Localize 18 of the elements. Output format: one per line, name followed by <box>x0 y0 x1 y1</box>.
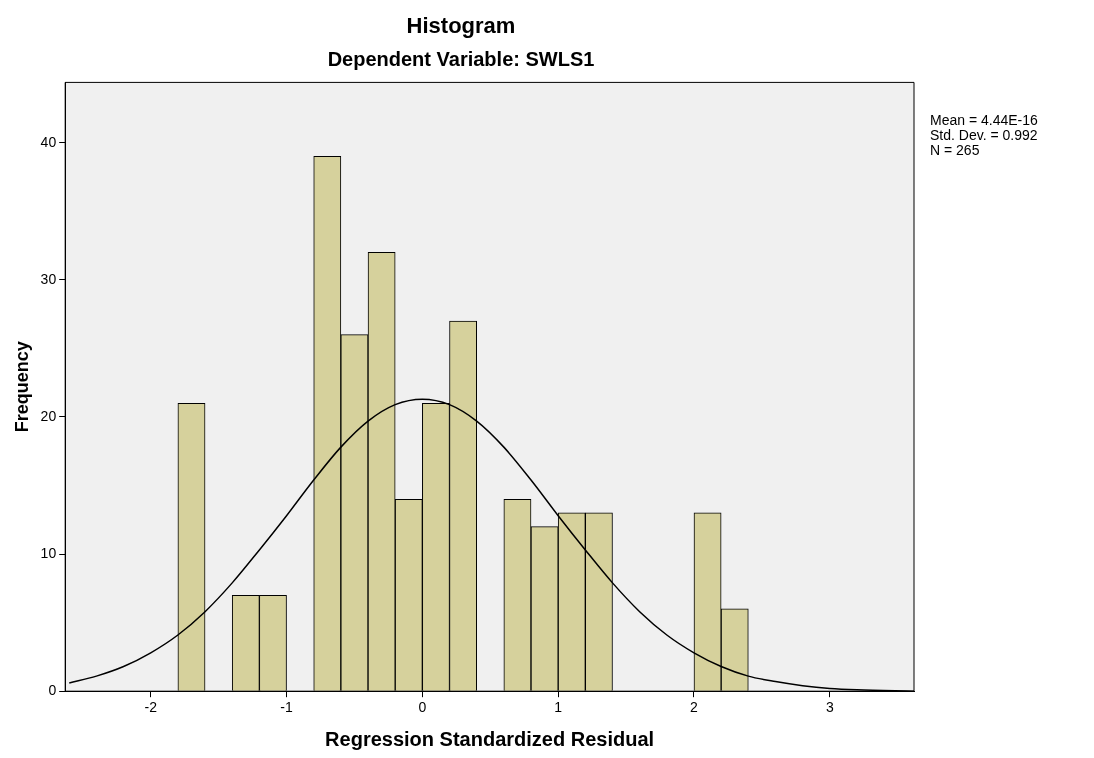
x-tick-label: 0 <box>418 699 427 716</box>
x-axis-title: Regression Standardized Residual <box>325 727 655 750</box>
x-tick-label: -1 <box>280 699 293 716</box>
x-tick-label: 3 <box>825 699 834 716</box>
text: Std. Dev. = 0.992 <box>930 127 1038 144</box>
x-tick-label: 2 <box>690 699 699 716</box>
y-tick-label: 20 <box>40 407 57 424</box>
x-tick-label: 1 <box>554 699 563 716</box>
text: Mean = 4.44E-16 <box>930 112 1039 129</box>
y-tick-label: 40 <box>40 133 57 150</box>
chart-subtitle: Dependent Variable: SWLS1 <box>327 47 595 70</box>
y-tick-label: 30 <box>40 270 57 287</box>
chart-title: Histogram <box>406 13 516 39</box>
x-tick-label: -2 <box>144 699 158 716</box>
text: N = 265 <box>930 142 980 159</box>
y-axis-title: Frequency <box>11 341 32 433</box>
y-tick-label: 0 <box>48 682 57 699</box>
y-tick-label: 10 <box>40 544 57 561</box>
